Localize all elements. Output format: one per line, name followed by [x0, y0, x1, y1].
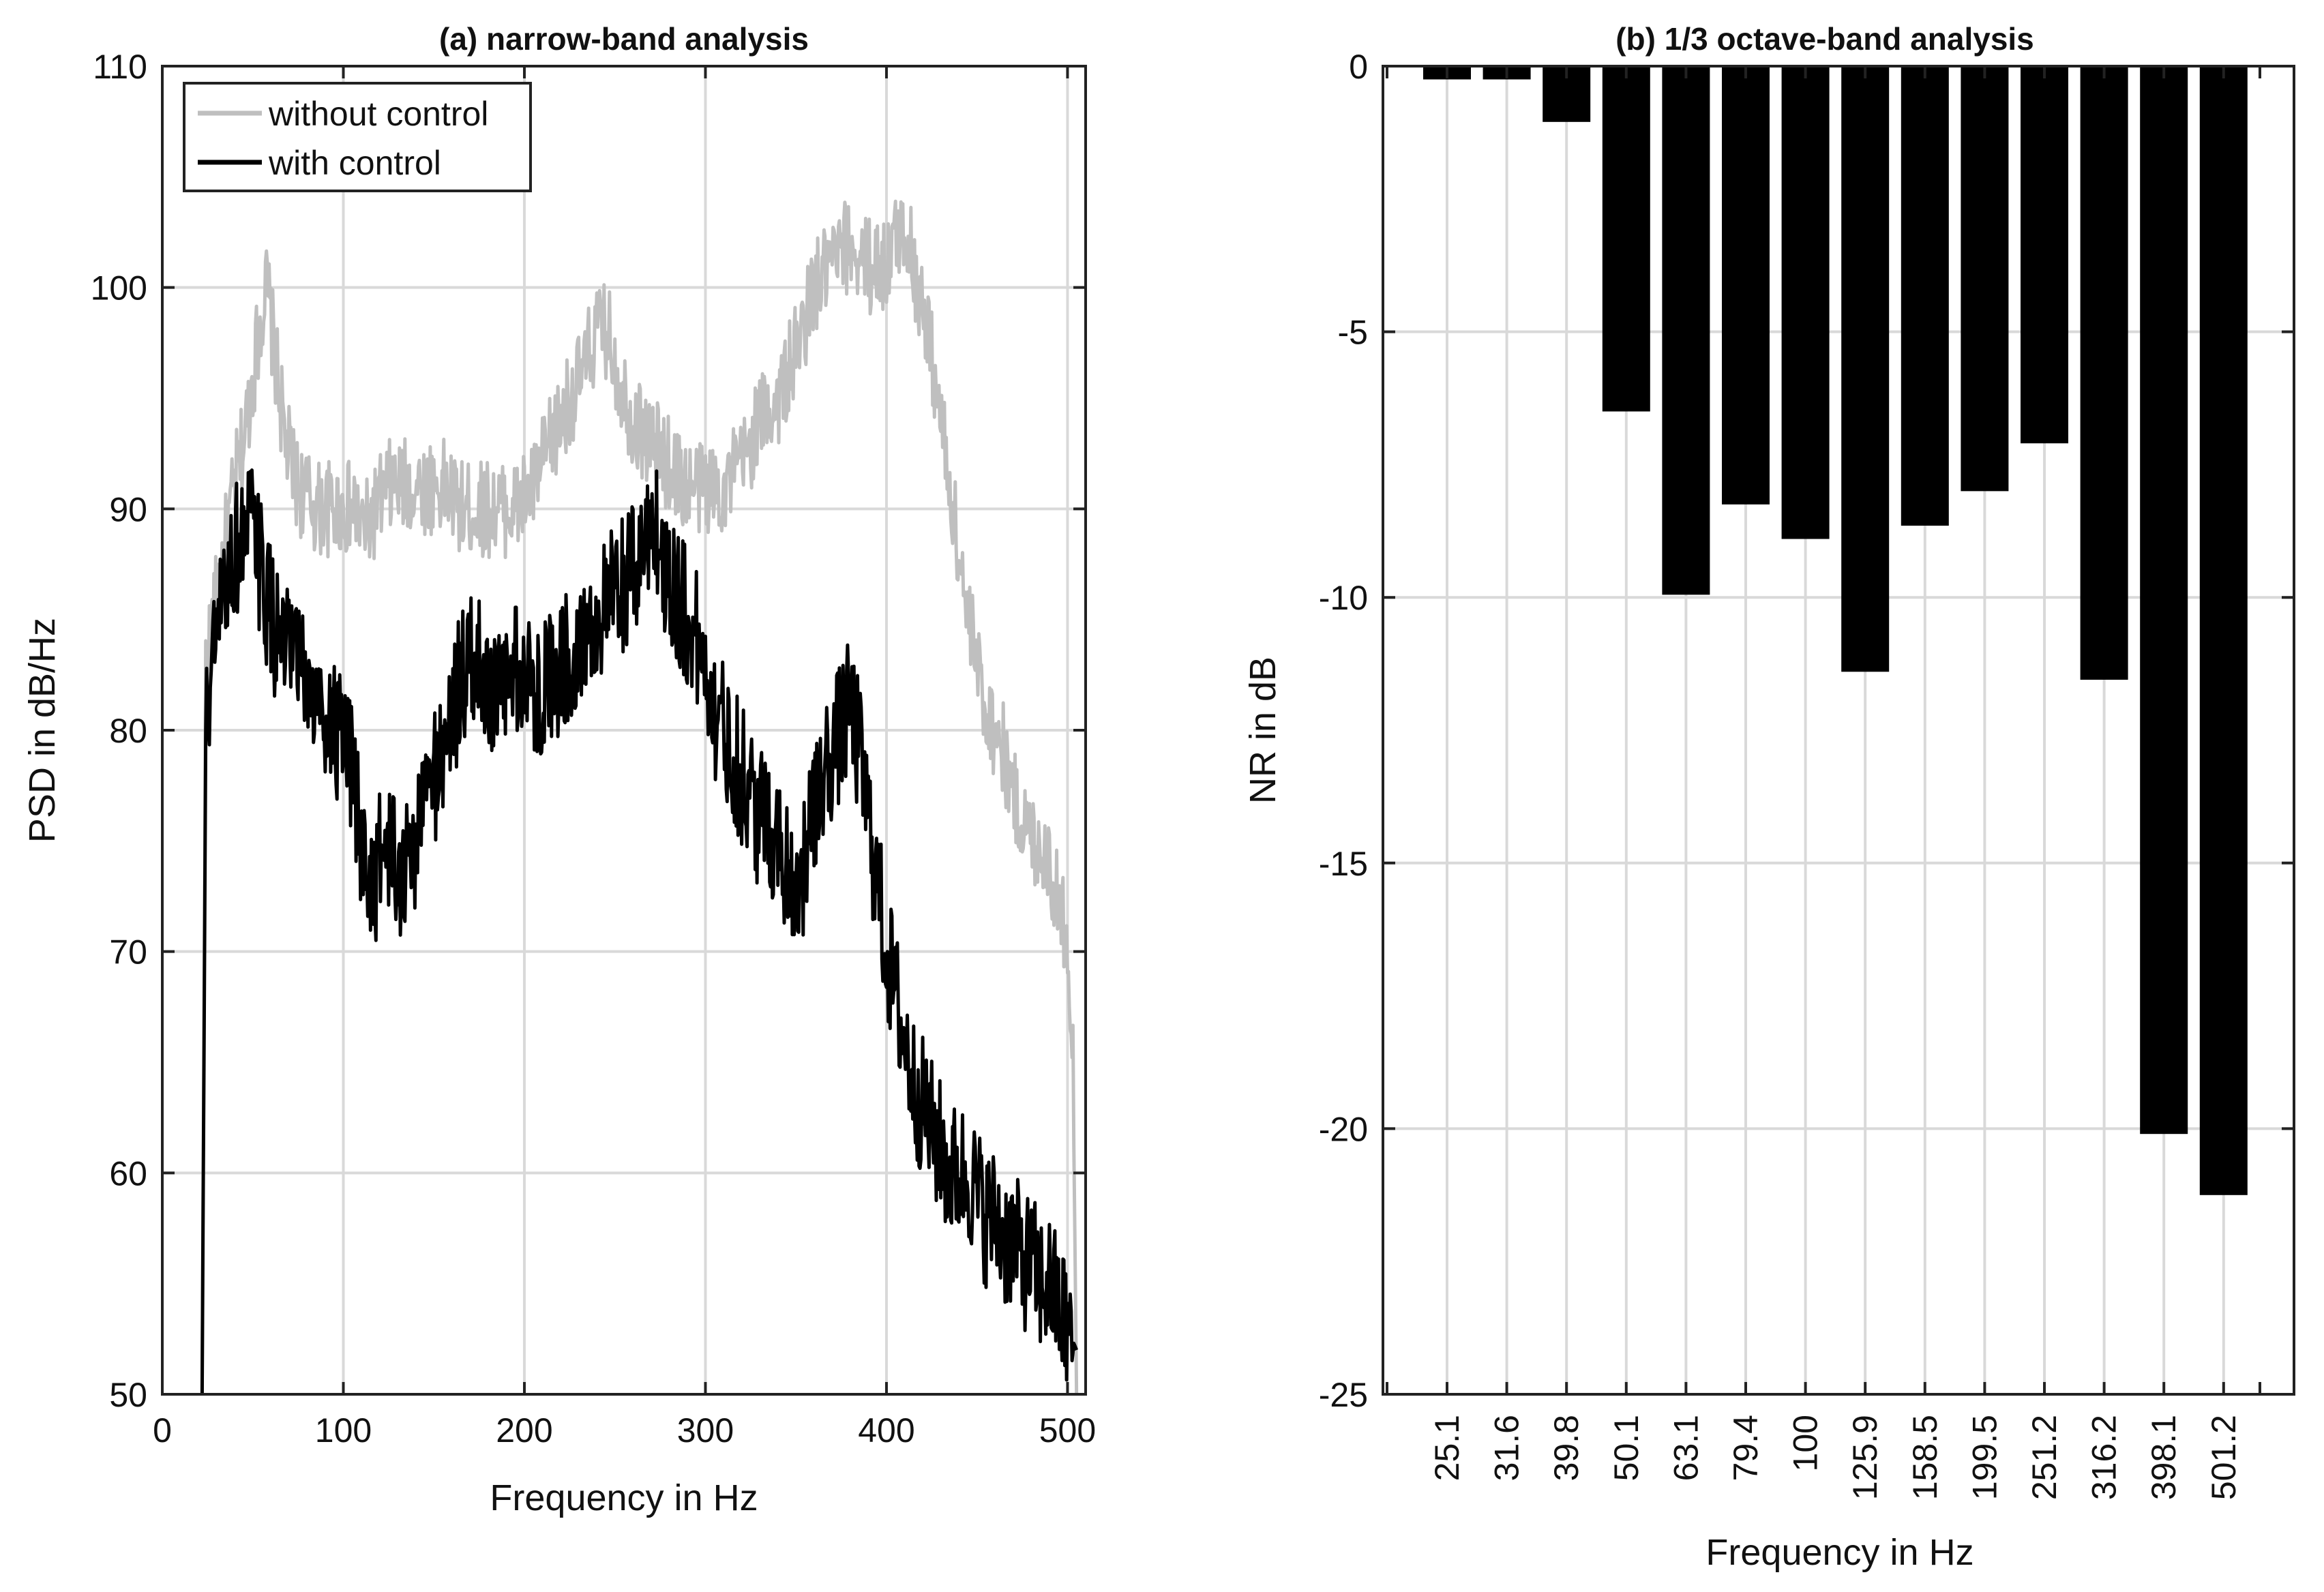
panel-b-frame — [1382, 65, 2295, 1396]
panel-b-x-tick-label: 125.9 — [1846, 1415, 1884, 1500]
panel-a-series — [200, 199, 1079, 1395]
panel-a-y-tick-label: 90 — [109, 490, 147, 528]
bar-199.5 — [1961, 66, 2009, 492]
panel-a-x-tick-label: 300 — [677, 1411, 734, 1450]
panel-b-x-tick-label: 316.2 — [2085, 1415, 2124, 1500]
bar-100 — [1781, 66, 1830, 539]
legend: without control with control — [183, 82, 532, 192]
bar-398.1 — [2140, 66, 2188, 1135]
panel-b-y-tick-label: -5 — [1338, 314, 1368, 352]
panel-b-y-tick-label: -25 — [1319, 1376, 1368, 1414]
panel-a-x-tick-label: 0 — [153, 1411, 172, 1450]
panel-a-x-tick-label: 500 — [1039, 1411, 1096, 1450]
panel-a-x-tick-label: 400 — [858, 1411, 914, 1450]
bar-251.2 — [2021, 66, 2068, 444]
panel-b-x-tick-label: 63.1 — [1667, 1415, 1705, 1481]
panel-b-x-tick-label: 199.5 — [1965, 1415, 2003, 1500]
panel-b-x-tick-label: 31.6 — [1488, 1415, 1526, 1481]
panel-a-title: (a) narrow-band analysis — [439, 21, 809, 57]
panel-a-y-tick-label: 100 — [91, 269, 147, 307]
series-line-without-control — [200, 199, 1079, 1395]
panel-b-x-tick-label: 100 — [1787, 1415, 1825, 1471]
panel-a-x-axis-label: Frequency in Hz — [490, 1477, 758, 1518]
bar-501.2 — [2199, 66, 2248, 1195]
panel-b-y-tick-label: -15 — [1319, 845, 1368, 883]
panel-a-x-tick-label: 100 — [315, 1411, 372, 1450]
panel-b-y-tick-label: -20 — [1319, 1110, 1368, 1148]
panel-a: 0 100 200 300 400 500 50 60 70 80 90 100 110 (a) nar… — [22, 21, 1096, 1518]
panel-a-y-tick-label: 70 — [109, 933, 147, 972]
bar-79.4 — [1722, 66, 1770, 505]
panel-a-x-tick-label: 200 — [496, 1411, 552, 1450]
panel-b-x-tick-label: 158.5 — [1906, 1415, 1944, 1500]
panel-a-y-tick-label: 80 — [109, 712, 147, 750]
panel-a-y-axis-label: PSD in dB/Hz — [22, 618, 63, 843]
panel-a-y-tick-label: 60 — [109, 1154, 147, 1192]
panel-b-ticks: 25.1 31.6 39.8 50.1 63.1 79.4 100 125.9 158.5 199… — [1319, 48, 2294, 1500]
panel-a-y-tick-label: 110 — [93, 48, 147, 86]
legend-label-with-control: with control — [268, 144, 441, 182]
bar-125.9 — [1841, 66, 1890, 672]
legend-box — [183, 82, 532, 192]
legend-label-without-control: without control — [268, 95, 488, 133]
panel-b-x-tick-label: 25.1 — [1428, 1415, 1466, 1481]
panel-b-y-tick-label: -10 — [1319, 579, 1368, 617]
panel-b-title: (b) 1/3 octave-band analysis — [1615, 21, 2034, 57]
panel-b-x-axis-label: Frequency in Hz — [1705, 1532, 1973, 1573]
bar-316.2 — [2080, 66, 2128, 680]
panel-b-x-tick-label: 398.1 — [2145, 1415, 2183, 1500]
panel-b-x-tick-label: 501.2 — [2205, 1415, 2243, 1500]
panel-b: 25.1 31.6 39.8 50.1 63.1 79.4 100 125.9 158.5 199… — [1242, 21, 2295, 1573]
panel-b-x-tick-label: 79.4 — [1727, 1415, 1765, 1481]
panel-a-y-tick-label: 50 — [109, 1376, 147, 1414]
panel-b-x-tick-label: 251.2 — [2025, 1415, 2064, 1500]
bar-50.1 — [1602, 66, 1650, 412]
panel-b-x-tick-label: 39.8 — [1547, 1415, 1585, 1481]
panel-b-bars — [1423, 66, 2248, 1195]
panel-b-y-tick-label: 0 — [1349, 48, 1368, 86]
bar-63.1 — [1662, 66, 1710, 595]
panel-a-ticks: 0 100 200 300 400 500 50 60 70 80 90 100 110 — [91, 48, 1097, 1450]
panel-b-y-axis-label: NR in dB — [1242, 657, 1283, 804]
series-line-with-control — [200, 468, 1079, 1395]
bar-158.5 — [1901, 66, 1949, 526]
panel-b-x-tick-label: 50.1 — [1607, 1415, 1645, 1481]
